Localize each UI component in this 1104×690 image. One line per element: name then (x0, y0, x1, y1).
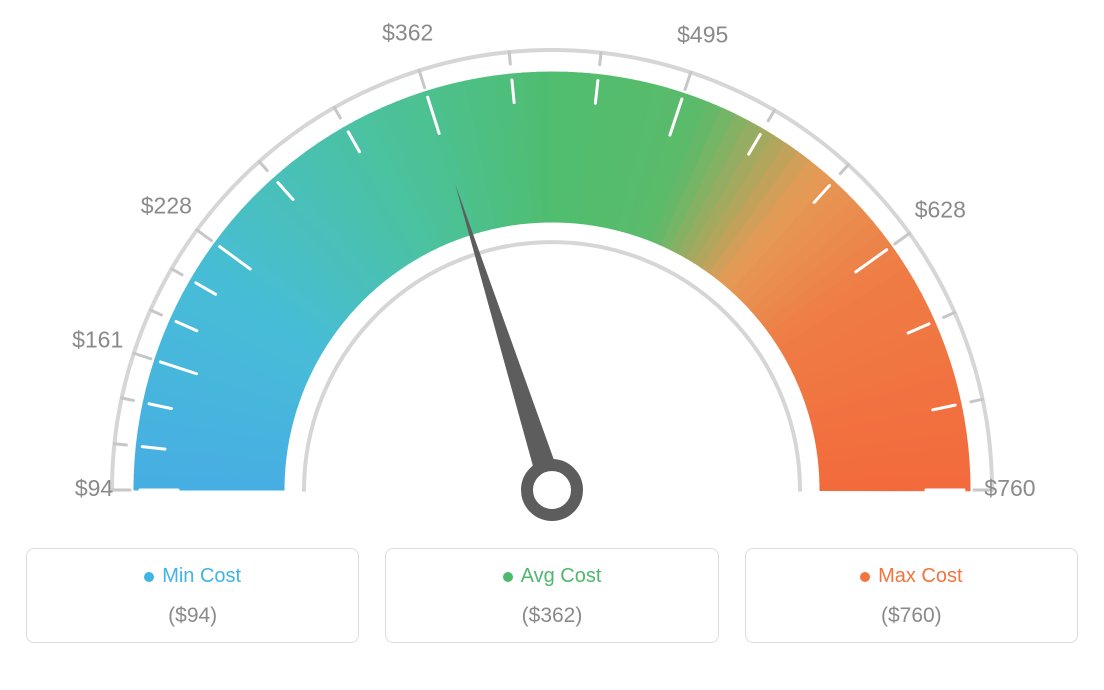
svg-text:$228: $228 (141, 193, 192, 219)
legend-title-avg: Avg Cost (503, 565, 602, 588)
legend-label: Min Cost (162, 565, 241, 588)
legend-card-max: Max Cost ($760) (745, 548, 1078, 643)
legend-value: ($94) (37, 604, 348, 628)
svg-text:$362: $362 (382, 19, 433, 45)
legend-card-min: Min Cost ($94) (26, 548, 359, 643)
legend-title-max: Max Cost (860, 565, 962, 588)
legend-value: ($362) (396, 604, 707, 628)
legend-label: Avg Cost (521, 565, 602, 588)
legend-row: Min Cost ($94) Avg Cost ($362) Max Cost … (0, 548, 1104, 643)
legend-label: Max Cost (878, 565, 962, 588)
legend-value: ($760) (756, 604, 1067, 628)
dot-icon (144, 572, 154, 582)
svg-text:$94: $94 (75, 475, 114, 501)
dot-icon (860, 572, 870, 582)
legend-title-min: Min Cost (144, 565, 241, 588)
svg-text:$760: $760 (984, 475, 1035, 501)
svg-text:$495: $495 (677, 21, 728, 47)
gauge-chart: $94 $161 $228 $362 $495 $628 $760 (0, 0, 1104, 540)
svg-text:$628: $628 (915, 196, 966, 222)
svg-text:$161: $161 (72, 327, 123, 353)
gauge-svg: $94 $161 $228 $362 $495 $628 $760 (0, 0, 1104, 540)
dot-icon (503, 572, 513, 582)
legend-card-avg: Avg Cost ($362) (385, 548, 718, 643)
